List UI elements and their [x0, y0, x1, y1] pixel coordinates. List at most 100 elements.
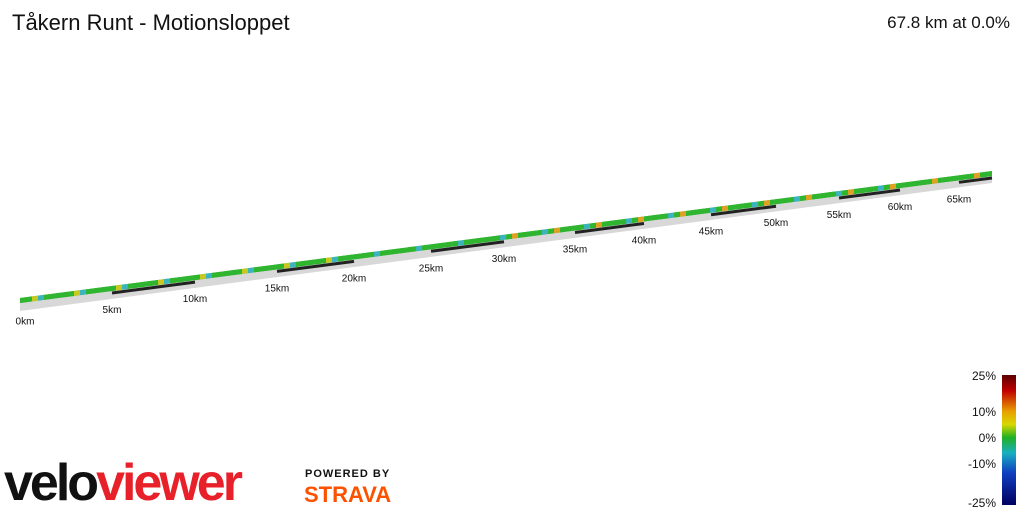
surface-patch	[662, 213, 668, 220]
surface-patch	[290, 261, 296, 268]
surface-patch	[524, 231, 530, 238]
surface-patch	[140, 281, 146, 288]
surface-patch	[164, 278, 170, 285]
surface-patch	[860, 187, 866, 194]
surface-patch	[338, 255, 344, 262]
surface-patch	[572, 225, 578, 231]
surface-patch	[308, 259, 314, 266]
surface-patch	[326, 257, 332, 264]
surface-patch	[212, 272, 218, 278]
surface-patch	[542, 229, 548, 235]
surface-patch	[884, 184, 890, 191]
surface-patch	[776, 198, 782, 205]
surface-patch	[440, 242, 446, 249]
surface-patch	[698, 208, 704, 215]
surface-patch	[554, 227, 560, 234]
distance-stripe	[430, 240, 505, 253]
distance-label: 60km	[888, 202, 912, 213]
distance-label: 15km	[265, 283, 289, 294]
distance-label: 40km	[632, 235, 656, 246]
surface-patch	[722, 205, 728, 212]
distance-label: 10km	[183, 294, 207, 305]
surface-patch	[806, 194, 812, 201]
surface-patch	[284, 262, 290, 269]
logo-part: viewer	[96, 454, 243, 512]
surface-patch	[110, 285, 116, 292]
surface-patch	[686, 210, 692, 216]
surface-patch	[380, 250, 386, 256]
surface-patch	[248, 267, 254, 274]
surface-patch	[44, 294, 50, 300]
surface-patch	[518, 232, 524, 238]
surface-patch	[320, 258, 326, 264]
surface-patch	[422, 244, 428, 251]
surface-patch	[836, 190, 842, 197]
surface-patch	[872, 185, 878, 192]
distance-label: 0km	[16, 316, 35, 327]
surface-patch	[62, 291, 68, 298]
surface-patch	[188, 275, 194, 282]
surface-patch	[434, 243, 440, 249]
surface-patch	[800, 195, 806, 202]
surface-patch	[692, 209, 698, 216]
surface-patch	[98, 287, 104, 293]
surface-patch	[770, 199, 776, 206]
surface-patch	[410, 246, 416, 253]
surface-patch	[734, 203, 740, 210]
surface-patch	[200, 273, 206, 280]
surface-patch	[704, 207, 710, 214]
surface-patch	[86, 288, 92, 295]
distance-label: 35km	[563, 244, 587, 255]
surface-patch	[956, 174, 962, 181]
surface-patch	[584, 223, 590, 230]
surface-patch	[608, 220, 614, 227]
surface-patch	[878, 185, 884, 191]
surface-patch	[938, 177, 944, 184]
title: Tåkern Runt - Motionsloppet	[12, 10, 290, 35]
surface-patch	[968, 173, 974, 180]
surface-patch	[854, 188, 860, 195]
surface-patch	[458, 239, 464, 246]
surface-patch	[404, 247, 410, 253]
surface-patch	[260, 265, 266, 272]
surface-patch	[302, 260, 308, 267]
surface-patch	[566, 225, 572, 232]
legend-label: -25%	[968, 496, 996, 510]
surface-patch	[974, 172, 980, 179]
surface-patch	[794, 196, 800, 202]
surface-patch	[266, 265, 272, 271]
legend-label: -10%	[968, 457, 996, 471]
surface-patch	[602, 221, 608, 227]
surface-patch	[758, 200, 764, 207]
distance-label: 30km	[492, 254, 516, 265]
surface-patch	[218, 271, 224, 278]
surface-patch	[830, 191, 836, 198]
surface-patch	[134, 282, 140, 289]
surface-patch	[926, 178, 932, 185]
surface-patch	[146, 280, 152, 287]
surface-patch	[170, 277, 176, 284]
surface-patch	[680, 210, 686, 217]
surface-patch	[116, 284, 122, 291]
surface-patch	[68, 290, 74, 297]
surface-patch	[476, 237, 482, 244]
surface-patch	[452, 240, 458, 247]
summary: 67.8 km at 0.0%	[887, 13, 1010, 32]
surface-patch	[386, 249, 392, 256]
surface-patch	[278, 263, 284, 270]
surface-patch	[614, 219, 620, 226]
surface-patch	[344, 254, 350, 261]
surface-patch	[500, 234, 506, 241]
distance-label: 45km	[699, 227, 723, 238]
surface-patch	[716, 206, 722, 213]
surface-patch	[932, 178, 938, 184]
surface-patch	[782, 197, 788, 204]
surface-patch	[824, 192, 830, 198]
surface-patch	[980, 171, 986, 178]
surface-patch	[530, 230, 536, 237]
surface-patch	[728, 204, 734, 211]
surface-patch	[158, 279, 164, 285]
surface-patch	[548, 228, 554, 235]
surface-patch	[644, 215, 650, 222]
gradient-legend: 25% 10% 0% -10% -25%	[968, 369, 996, 510]
